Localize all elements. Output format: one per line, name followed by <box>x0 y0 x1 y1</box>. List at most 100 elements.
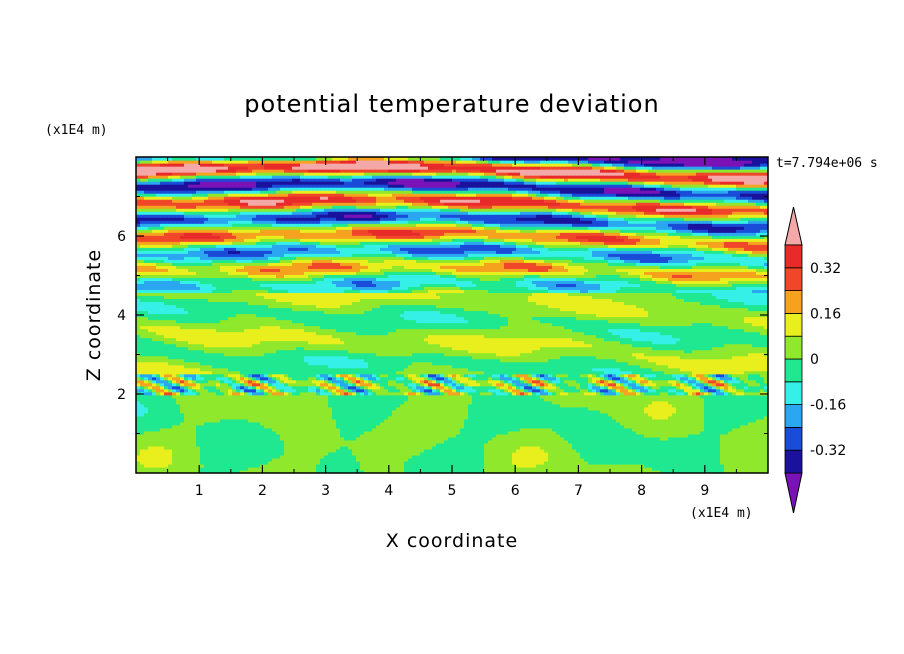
heatmap-cell <box>612 469 617 473</box>
heatmap-cell <box>608 430 613 435</box>
heatmap-cell <box>248 451 253 456</box>
heatmap-cell <box>212 424 217 429</box>
heatmap-cell <box>400 430 405 435</box>
heatmap-cell <box>660 403 665 408</box>
heatmap-cell <box>716 460 721 465</box>
heatmap-cell <box>548 442 553 447</box>
heatmap-cell <box>316 421 321 426</box>
heatmap-cell <box>460 415 465 420</box>
heatmap-cell <box>656 451 661 456</box>
heatmap-cell <box>540 424 545 429</box>
heatmap-cell <box>416 454 421 459</box>
heatmap-cell <box>708 403 713 408</box>
heatmap-cell <box>616 469 621 473</box>
heatmap-cell <box>220 418 225 423</box>
heatmap-cell <box>624 469 629 473</box>
heatmap-cell <box>240 469 245 473</box>
heatmap-cell <box>360 379 365 384</box>
heatmap-cell <box>568 466 573 471</box>
heatmap-cell <box>340 469 345 473</box>
heatmap-cell <box>600 436 605 441</box>
heatmap-cell <box>376 427 381 432</box>
heatmap-cell <box>384 442 389 447</box>
heatmap-cell <box>388 418 393 423</box>
heatmap-cell <box>348 385 353 390</box>
heatmap-cell <box>280 454 285 459</box>
heatmap-cell <box>720 442 725 447</box>
heatmap-cell <box>572 382 577 387</box>
heatmap-cell <box>316 394 321 399</box>
heatmap-cell <box>136 397 141 402</box>
heatmap-cell <box>564 406 569 411</box>
heatmap-cell <box>308 466 313 471</box>
heatmap-cell <box>700 400 705 405</box>
heatmap-cell <box>196 415 201 420</box>
heatmap-cell <box>668 400 673 405</box>
heatmap-cell <box>440 415 445 420</box>
heatmap-cell <box>660 454 665 459</box>
heatmap-cell <box>204 454 209 459</box>
heatmap-cell <box>204 382 209 387</box>
heatmap-cell <box>224 451 229 456</box>
heatmap-cell <box>464 409 469 414</box>
heatmap-cell <box>596 439 601 444</box>
heatmap-cell <box>748 424 753 429</box>
heatmap-cell <box>248 457 253 462</box>
heatmap-cell <box>396 469 401 473</box>
heatmap-cell <box>604 427 609 432</box>
heatmap-cell <box>492 469 497 473</box>
heatmap-cell <box>324 448 329 453</box>
heatmap-cell <box>556 451 561 456</box>
heatmap-cell <box>736 406 741 411</box>
heatmap-cell <box>288 454 293 459</box>
heatmap-cell <box>652 418 657 423</box>
heatmap-cell <box>724 445 729 450</box>
heatmap-cell <box>592 466 597 471</box>
heatmap-cell <box>152 379 157 384</box>
heatmap-cell <box>448 406 453 411</box>
heatmap-cell <box>380 391 385 396</box>
heatmap-cell <box>188 385 193 390</box>
heatmap-cell <box>324 442 329 447</box>
heatmap-cell <box>204 406 209 411</box>
heatmap-cell <box>200 397 205 402</box>
heatmap-cell <box>312 382 317 387</box>
heatmap-cell <box>572 391 577 396</box>
heatmap-cell <box>636 451 641 456</box>
heatmap-cell <box>644 433 649 438</box>
heatmap-cell <box>428 379 433 384</box>
heatmap-cell <box>616 421 621 426</box>
heatmap-cell <box>404 439 409 444</box>
heatmap-cell <box>748 400 753 405</box>
heatmap-cell <box>344 391 349 396</box>
heatmap-cell <box>536 409 541 414</box>
heatmap-cell <box>736 427 741 432</box>
heatmap-cell <box>492 463 497 468</box>
heatmap-cell <box>368 466 373 471</box>
heatmap-cell <box>552 400 557 405</box>
heatmap-cell <box>564 400 569 405</box>
heatmap-cell <box>184 445 189 450</box>
heatmap-cell <box>168 448 173 453</box>
heatmap-cell <box>728 400 733 405</box>
heatmap-cell <box>668 469 673 473</box>
heatmap-cell <box>608 379 613 384</box>
heatmap-cell <box>456 394 461 399</box>
heatmap-cell <box>680 436 685 441</box>
heatmap-cell <box>560 379 565 384</box>
heatmap-cell <box>344 445 349 450</box>
heatmap-cell <box>272 463 277 468</box>
heatmap-cell <box>240 397 245 402</box>
heatmap-cell <box>180 466 185 471</box>
heatmap-cell <box>172 412 177 417</box>
heatmap-cell <box>360 457 365 462</box>
heatmap-cell <box>492 448 497 453</box>
heatmap-cell <box>208 397 213 402</box>
heatmap-cell <box>428 397 433 402</box>
heatmap-cell <box>372 442 377 447</box>
heatmap-cell <box>232 409 237 414</box>
heatmap-cell <box>656 427 661 432</box>
heatmap-cell <box>176 412 181 417</box>
heatmap-cell <box>664 448 669 453</box>
heatmap-cell <box>628 415 633 420</box>
